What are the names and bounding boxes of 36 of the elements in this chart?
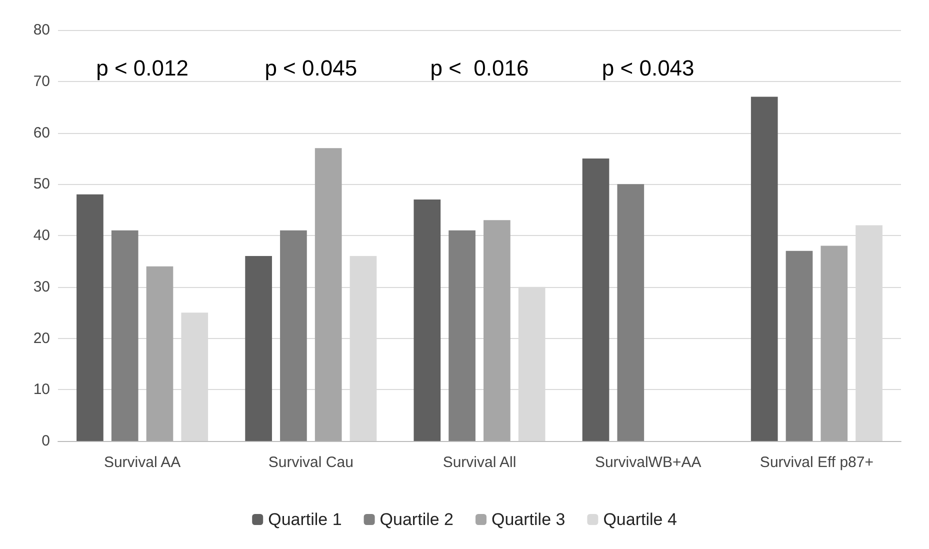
y-tick-label: 10 bbox=[33, 381, 50, 398]
bar bbox=[76, 194, 104, 441]
bar bbox=[280, 230, 307, 441]
bar bbox=[484, 220, 510, 441]
annotation: p < 0.043 bbox=[602, 56, 694, 80]
y-tick-label: 40 bbox=[33, 227, 50, 244]
x-tick-label: Survival Cau bbox=[268, 454, 354, 471]
annotation: p < 0.016 bbox=[430, 56, 529, 80]
x-tick-label: Survival All bbox=[442, 454, 516, 471]
bar bbox=[820, 246, 848, 441]
legend-label: Quartile 2 bbox=[380, 510, 454, 529]
bar bbox=[314, 148, 342, 441]
x-tick-label: Survival AA bbox=[104, 454, 181, 471]
y-tick-label: 50 bbox=[33, 176, 50, 193]
x-tick-label: Survival Eff p87+ bbox=[760, 454, 874, 471]
legend-label: Quartile 4 bbox=[603, 510, 677, 529]
bar bbox=[111, 230, 138, 441]
y-tick-label: 80 bbox=[33, 22, 50, 38]
bar bbox=[582, 158, 610, 441]
y-tick-label: 60 bbox=[33, 124, 50, 142]
bar bbox=[245, 256, 272, 441]
x-tick-label: SurvivalWB+AA bbox=[594, 454, 702, 471]
y-tick-label: 30 bbox=[33, 278, 50, 296]
y-tick-label: 0 bbox=[42, 432, 50, 450]
bar bbox=[750, 96, 778, 441]
y-tick-label: 70 bbox=[33, 72, 50, 90]
bar bbox=[448, 230, 476, 441]
bar bbox=[414, 200, 441, 441]
legend-label: Quartile 1 bbox=[268, 510, 342, 529]
annotation: p < 0.012 bbox=[96, 56, 188, 80]
annotation: p < 0.045 bbox=[264, 56, 358, 80]
bar bbox=[146, 266, 174, 441]
bar bbox=[617, 184, 644, 441]
y-tick-label: 20 bbox=[33, 330, 50, 347]
legend-label: Quartile 3 bbox=[492, 510, 566, 529]
bar bbox=[786, 250, 813, 441]
